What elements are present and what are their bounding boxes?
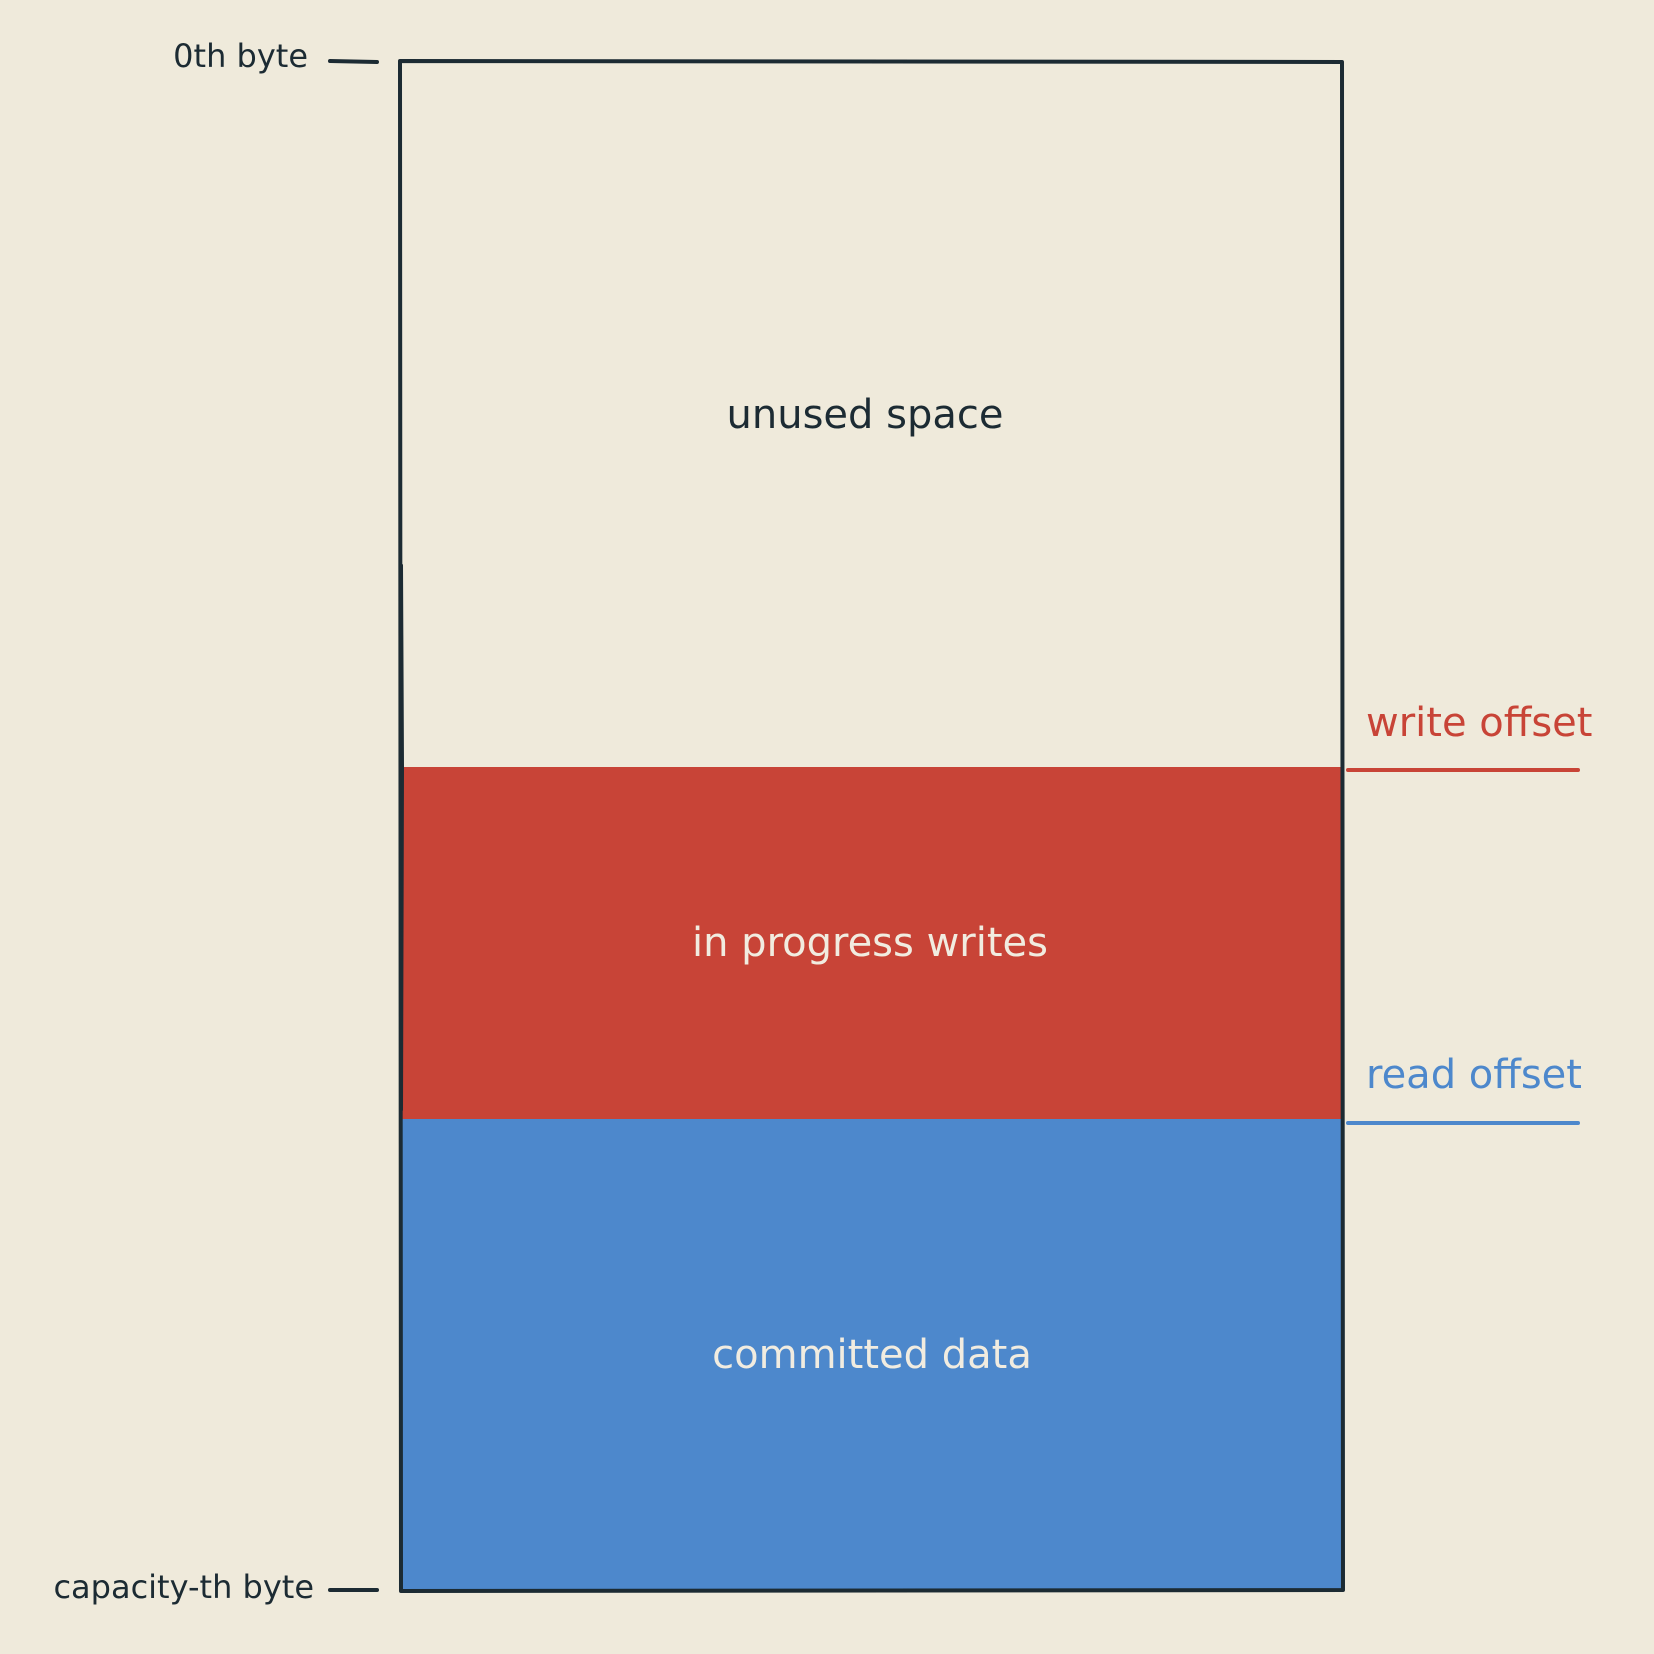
top-marker-tick bbox=[328, 59, 379, 64]
read-offset-label: read offset bbox=[1366, 1052, 1582, 1098]
buffer-outline bbox=[398, 59, 1345, 1593]
unused-space-label: unused space bbox=[727, 392, 1004, 438]
bottom-marker-label: capacity-th byte bbox=[53, 1568, 314, 1606]
top-marker-label: 0th byte bbox=[173, 37, 308, 75]
unused-space-region bbox=[400, 62, 1342, 768]
write-offset-label: write offset bbox=[1366, 700, 1592, 746]
committed-data-region bbox=[402, 1119, 1342, 1590]
buffer-outline-left-sketch bbox=[401, 564, 405, 1111]
in-progress-writes-region bbox=[402, 767, 1342, 1121]
committed-data-label: committed data bbox=[712, 1332, 1032, 1378]
in-progress-writes-label: in progress writes bbox=[692, 920, 1048, 966]
